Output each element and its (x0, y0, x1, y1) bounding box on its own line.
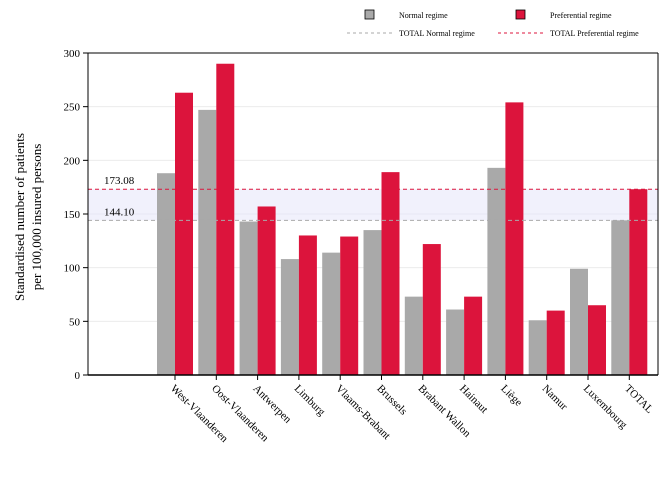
y-axis-title-line1: Standardised number of patients (12, 133, 27, 301)
x-tick-label-9: Namur (540, 383, 570, 413)
x-tick-label-5: Brussels (374, 383, 409, 418)
bar-normal-2 (239, 221, 258, 375)
bar-preferential-5 (381, 172, 400, 375)
legend-swatch-preferential (515, 9, 526, 20)
bar-preferential-10 (588, 305, 606, 375)
reference-label-1: 173.08 (104, 175, 135, 187)
bar-preferential-4 (340, 236, 359, 375)
y-tick-label-0: 0 (75, 370, 81, 382)
bar-normal-10 (570, 268, 588, 375)
bar-preferential-0 (175, 92, 193, 376)
bar-normal-8 (487, 167, 506, 375)
bar-normal-3 (280, 259, 299, 375)
bar-preferential-8 (505, 102, 524, 375)
bar-normal-4 (322, 252, 341, 375)
y-tick-label-50: 50 (69, 316, 81, 328)
bar-preferential-9 (546, 310, 565, 375)
bar-preferential-11 (629, 189, 648, 375)
bar-normal-9 (528, 320, 547, 375)
legend: Normal regime Preferential regime TOTAL … (347, 9, 639, 38)
x-tick-label-2: Antwerpen (250, 383, 293, 426)
bar-normal-5 (363, 230, 382, 375)
bar-normal-7 (446, 309, 465, 375)
y-tick-label-150: 150 (64, 209, 81, 221)
legend-swatch-normal (364, 9, 375, 20)
x-tick-label-11: TOTAL (622, 383, 655, 416)
bar-normal-6 (404, 296, 423, 375)
plot-area: 144.10173.08050100150200250300West-Vlaan… (64, 48, 659, 445)
y-tick-label-200: 200 (64, 155, 81, 167)
y-tick-label-300: 300 (64, 48, 81, 60)
reference-label-0: 144.10 (104, 206, 135, 218)
x-tick-label-7: Hainaut (457, 383, 490, 416)
x-tick-label-3: Limburg (292, 383, 328, 419)
x-tick-label-8: Liège (498, 383, 524, 409)
bar-preferential-2 (257, 206, 276, 375)
legend-label-total-preferential: TOTAL Preferential regime (550, 29, 639, 38)
bar-normal-0 (157, 173, 175, 375)
bar-normal-1 (198, 109, 217, 376)
bar-preferential-7 (464, 296, 483, 375)
y-tick-label-100: 100 (64, 263, 81, 275)
legend-label-total-normal: TOTAL Normal regime (399, 29, 475, 38)
legend-label-normal: Normal regime (399, 11, 448, 20)
bar-preferential-6 (422, 244, 441, 375)
bar-normal-11 (611, 220, 630, 375)
legend-label-preferential: Preferential regime (550, 11, 612, 20)
y-tick-label-250: 250 (64, 102, 81, 114)
bar-preferential-3 (298, 235, 317, 375)
bar-preferential-1 (216, 63, 235, 375)
y-axis-title-line2: per 100,000 insured persons (29, 144, 44, 291)
